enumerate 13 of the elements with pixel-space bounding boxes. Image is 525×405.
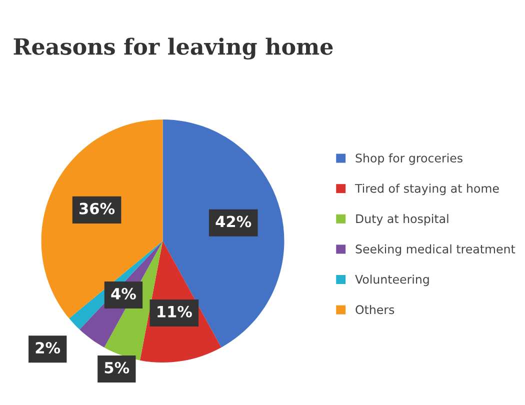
- legend-label: Duty at hospital: [356, 214, 448, 226]
- legend-label: Shop for groceries: [356, 153, 462, 165]
- legend-label: Tired of staying at home: [354, 184, 499, 196]
- data-label: 4%: [111, 288, 136, 300]
- data-label: 2%: [36, 342, 60, 354]
- data-label: 36%: [80, 202, 115, 214]
- data-label: 11%: [158, 306, 192, 318]
- legend-label: Others: [356, 304, 394, 314]
- legend-label: Volunteering: [355, 274, 429, 286]
- data-label: 5%: [104, 362, 130, 374]
- chart-title: Reasons for leaving home: [14, 38, 333, 60]
- legend-label: Seeking medical treatment: [356, 244, 516, 256]
- data-label: 42%: [216, 216, 252, 228]
